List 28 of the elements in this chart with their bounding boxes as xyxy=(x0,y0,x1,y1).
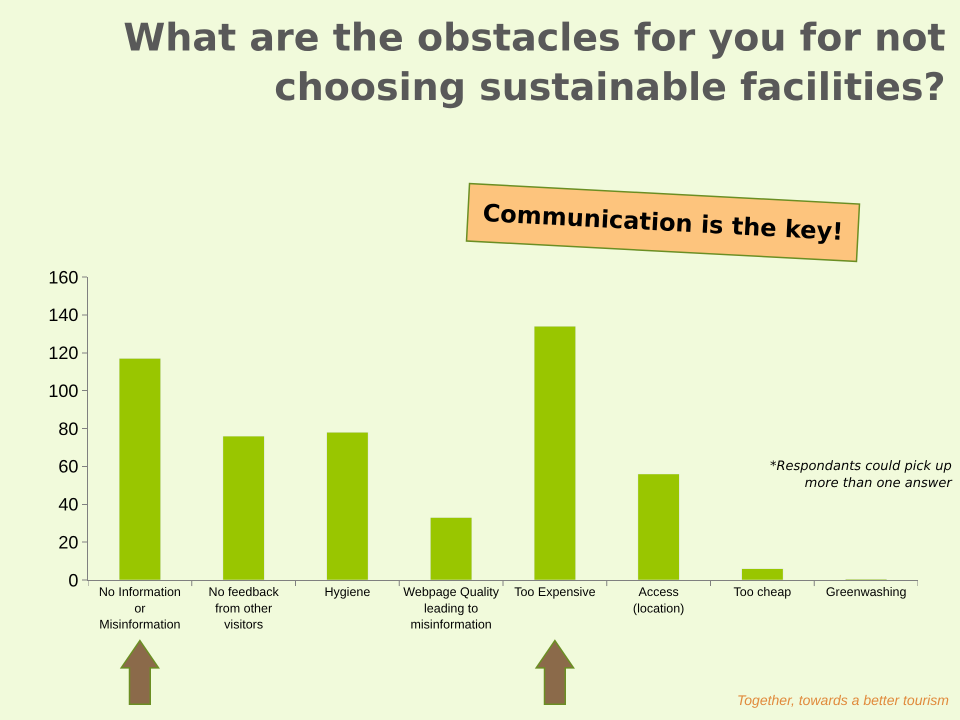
y-tick-label: 20 xyxy=(58,532,78,552)
bar xyxy=(430,517,472,580)
y-tick-label: 60 xyxy=(58,456,78,477)
y-tick-label: 160 xyxy=(48,267,78,288)
text: Together, towards a better tourism xyxy=(737,692,950,708)
x-tick-label: Greenwashing xyxy=(826,585,906,599)
x-tick-label: Too Expensive xyxy=(514,585,596,599)
annotation: *Respondants could pick up more than one answer xyxy=(770,459,954,491)
x-tick-label: No Information or Misinformation xyxy=(98,585,181,632)
x-tick-label: Hygiene xyxy=(324,585,370,599)
y-tick-label: 100 xyxy=(48,380,78,401)
bar xyxy=(534,326,576,580)
bar xyxy=(222,436,265,580)
chart-title: What are the obstacles for you for not choosing sustainable facilities? xyxy=(123,15,946,109)
x-tick-label: Too cheap xyxy=(734,585,792,599)
y-tick-label: 80 xyxy=(58,418,78,439)
bar xyxy=(638,474,680,580)
y-tick-label: 140 xyxy=(48,305,78,326)
y-tick-label: 0 xyxy=(68,570,78,590)
bar xyxy=(741,568,784,580)
y-tick-label: 120 xyxy=(48,343,78,364)
bar xyxy=(118,358,161,580)
text: Communication is the key! xyxy=(482,199,844,246)
y-tick-label: 40 xyxy=(58,494,78,515)
x-tick-label: Webpage Quality leading to misinformation xyxy=(403,585,500,632)
bar xyxy=(326,432,368,580)
x-tick-label: Access (location) xyxy=(632,585,684,616)
x-tick-label: No feedback from other visitors xyxy=(208,585,280,632)
